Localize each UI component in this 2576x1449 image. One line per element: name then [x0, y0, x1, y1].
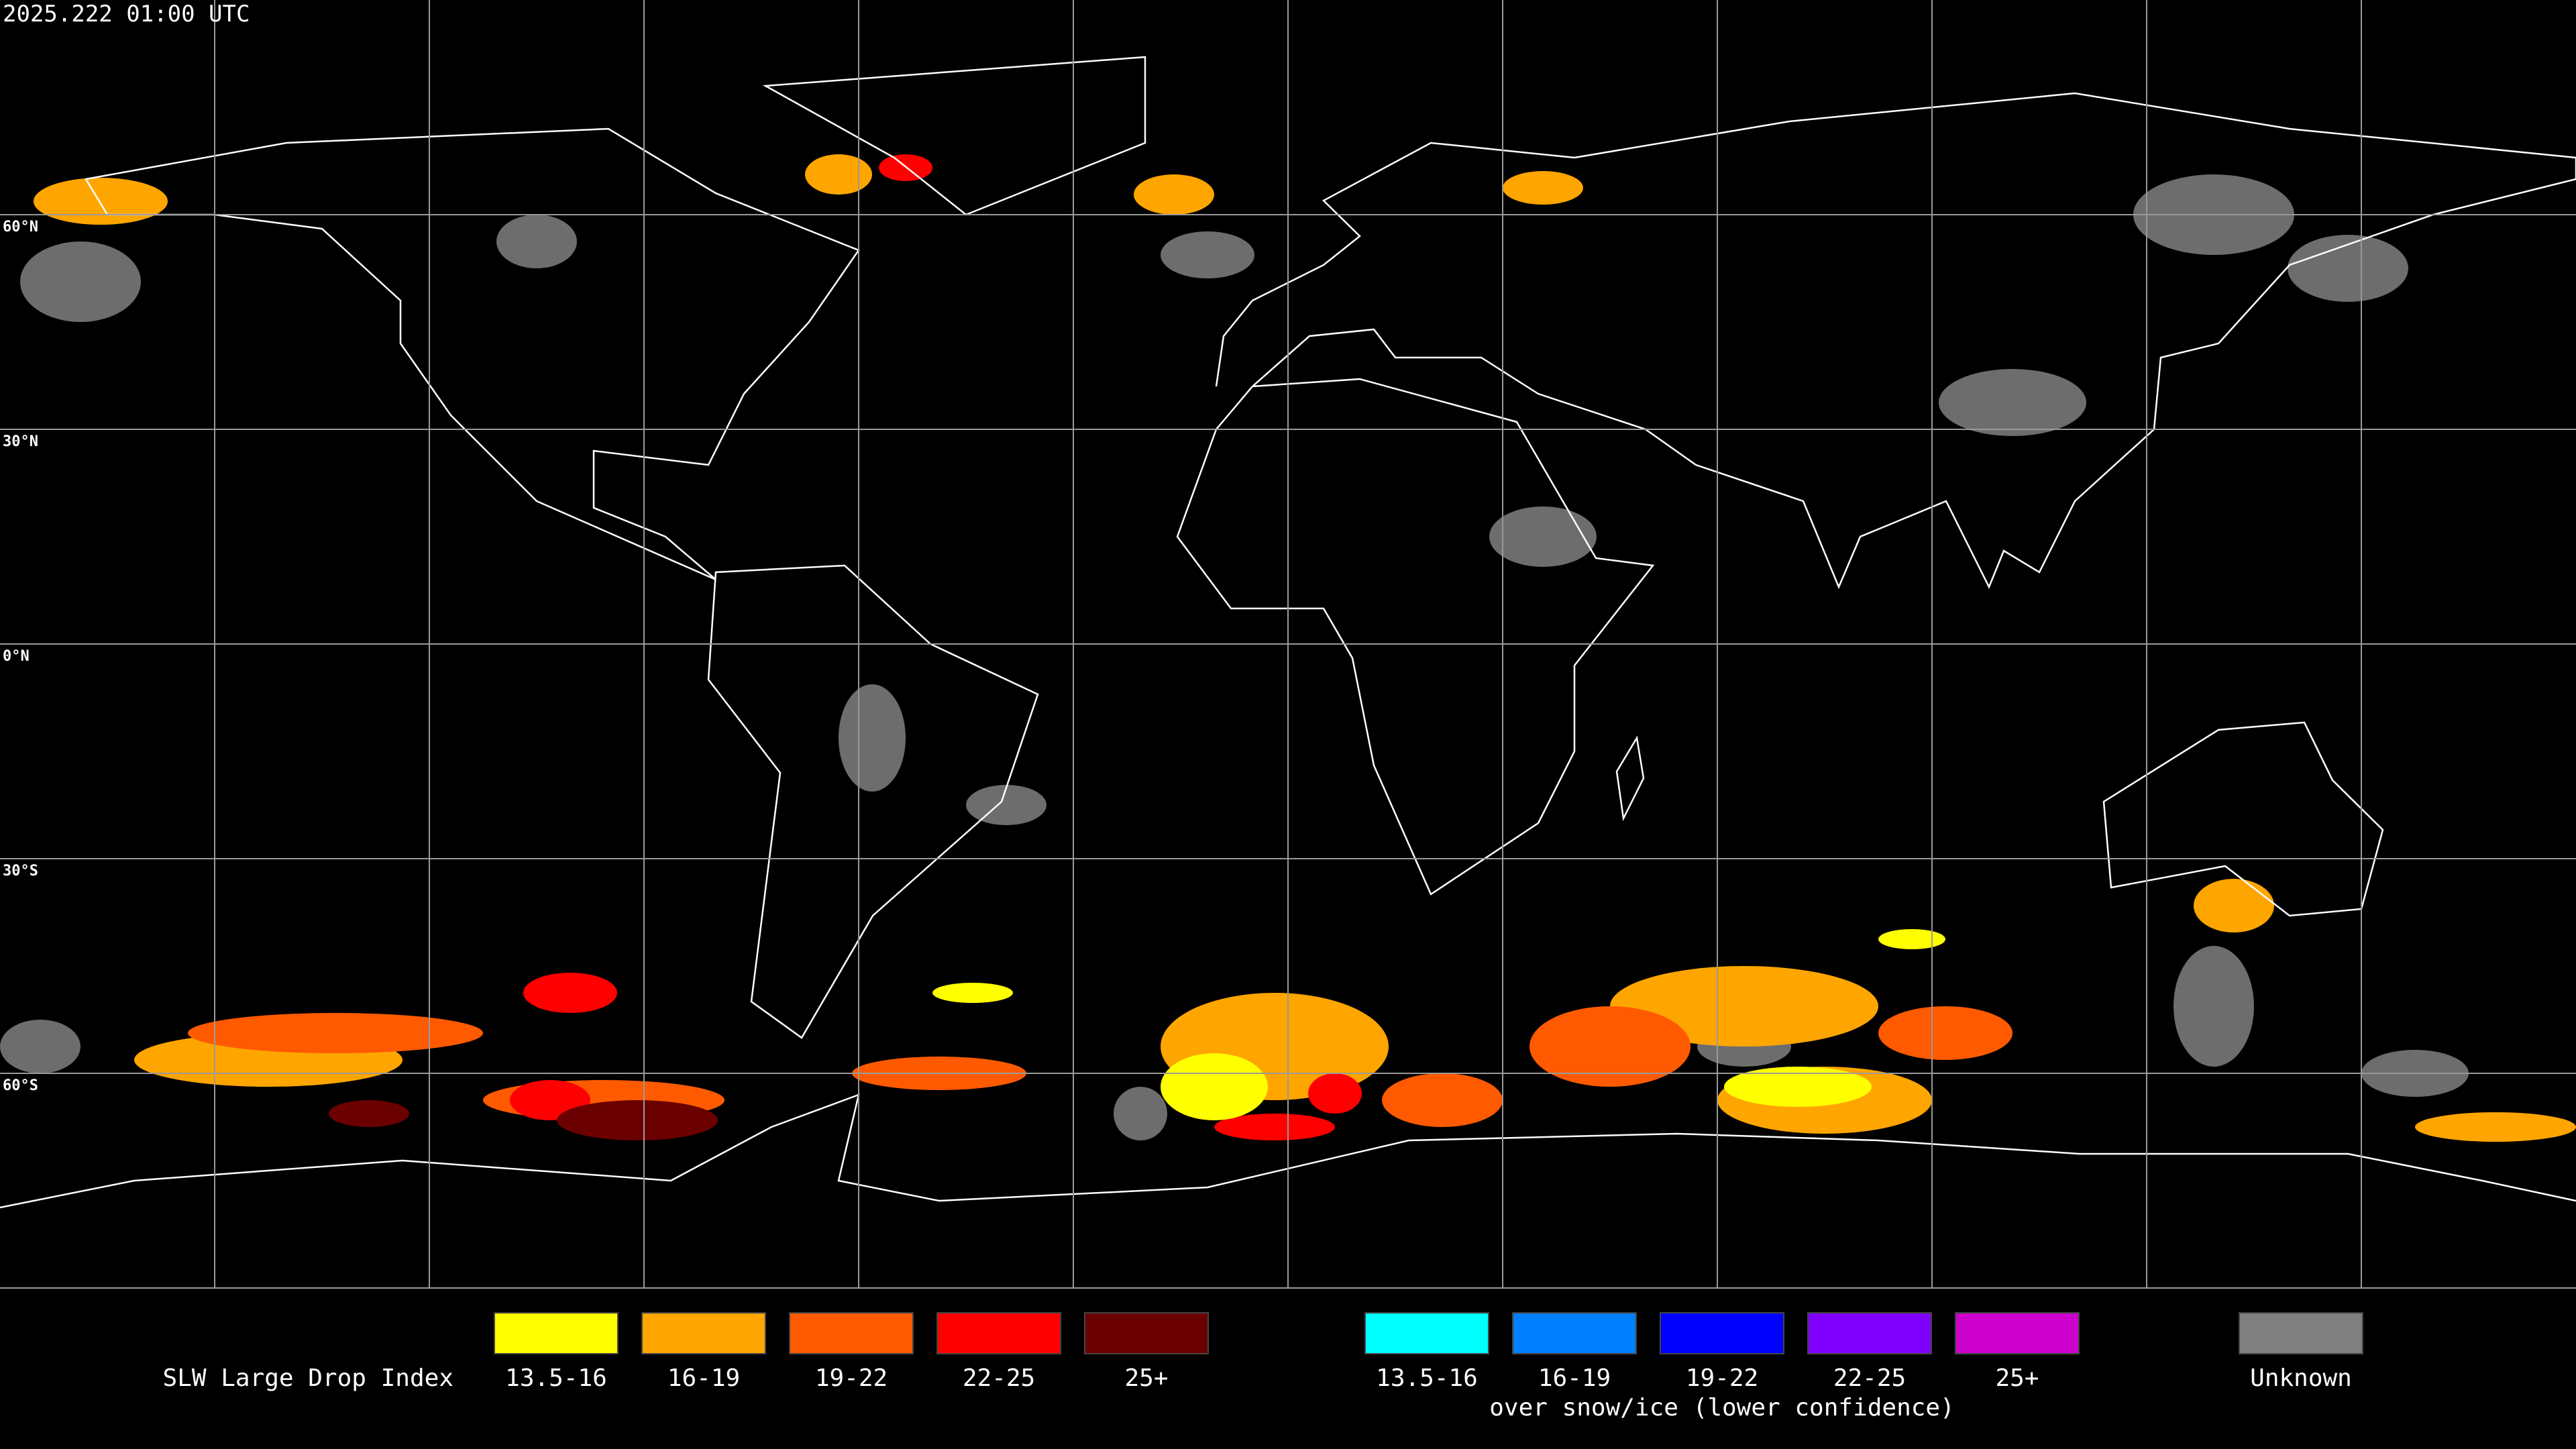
- legend-label: 22-25: [963, 1364, 1035, 1392]
- legend-title: SLW Large Drop Index: [163, 1364, 453, 1392]
- legend-label: 13.5-16: [505, 1364, 607, 1392]
- lat-label: 30°N: [3, 433, 38, 450]
- legend-swatch: [641, 1312, 766, 1354]
- legend-swatch: [2239, 1312, 2363, 1354]
- legend-label: 25+: [1995, 1364, 2039, 1392]
- lat-label: 60°N: [3, 219, 38, 235]
- legend-swatch: [1807, 1312, 1932, 1354]
- legend: SLW Large Drop Index 13.5-16 16-19 19-22 22…: [163, 1312, 2363, 1421]
- latitude-labels: 60°N 30°N 0°N 30°S 60°S: [3, 219, 38, 1094]
- legend-swatch: [1660, 1312, 1784, 1354]
- legend-label: 19-22: [1686, 1364, 1758, 1392]
- legend-label: 16-19: [1538, 1364, 1611, 1392]
- lat-label: 30°S: [3, 863, 38, 879]
- legend-label: 19-22: [815, 1364, 888, 1392]
- legend-label: Unknown: [2250, 1364, 2352, 1392]
- legend-label: 16-19: [667, 1364, 740, 1392]
- legend-swatch: [789, 1312, 914, 1354]
- legend-label: 13.5-16: [1376, 1364, 1478, 1392]
- legend-swatch: [1955, 1312, 2080, 1354]
- lat-label: 0°N: [3, 648, 30, 665]
- legend-caption: over snow/ice (lower confidence): [1489, 1394, 1955, 1421]
- weather-patches: [0, 154, 2576, 1142]
- legend-swatch: [494, 1312, 619, 1354]
- legend-swatch: [936, 1312, 1061, 1354]
- legend-swatch: [1512, 1312, 1637, 1354]
- legend-label: 22-25: [1833, 1364, 1906, 1392]
- lat-label: 60°S: [3, 1077, 38, 1094]
- graticule: [0, 0, 2576, 1289]
- legend-swatch: [1084, 1312, 1209, 1354]
- legend-swatch: [1364, 1312, 1489, 1354]
- legend-label: 25+: [1124, 1364, 1168, 1392]
- timestamp: 2025.222 01:00 UTC: [3, 1, 250, 28]
